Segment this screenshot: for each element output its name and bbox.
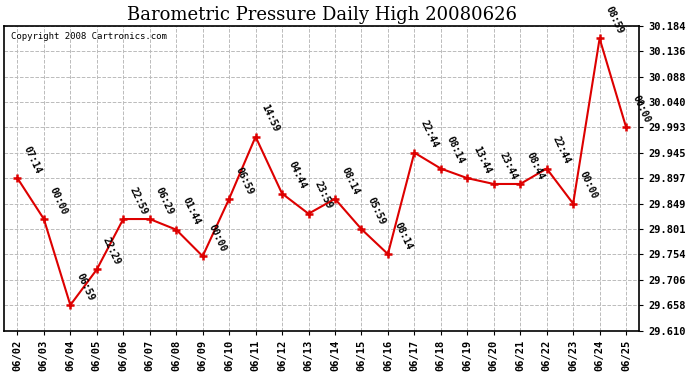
- Text: 08:14: 08:14: [392, 220, 413, 251]
- Text: 14:59: 14:59: [259, 103, 282, 134]
- Text: 07:14: 07:14: [21, 144, 43, 176]
- Text: 05:59: 05:59: [366, 195, 387, 226]
- Text: 23:44: 23:44: [498, 150, 520, 181]
- Text: Copyright 2008 Cartronics.com: Copyright 2008 Cartronics.com: [10, 32, 166, 41]
- Text: 13:44: 13:44: [471, 144, 493, 176]
- Text: 01:44: 01:44: [180, 196, 202, 227]
- Text: 04:44: 04:44: [286, 160, 308, 191]
- Text: 06:59: 06:59: [75, 272, 96, 302]
- Text: 00:00: 00:00: [578, 170, 599, 201]
- Text: 08:59: 08:59: [604, 5, 625, 36]
- Text: 22:59: 22:59: [128, 185, 149, 216]
- Text: 06:59: 06:59: [233, 165, 255, 196]
- Text: 22:29: 22:29: [101, 236, 122, 267]
- Text: 22:44: 22:44: [419, 119, 440, 150]
- Text: 22:44: 22:44: [551, 135, 572, 166]
- Text: 06:29: 06:29: [154, 185, 175, 216]
- Text: 08:14: 08:14: [339, 165, 361, 196]
- Text: 00:00: 00:00: [48, 185, 70, 216]
- Text: 00:00: 00:00: [207, 223, 228, 254]
- Text: 00:00: 00:00: [630, 93, 652, 124]
- Title: Barometric Pressure Daily High 20080626: Barometric Pressure Daily High 20080626: [127, 6, 517, 24]
- Text: 08:14: 08:14: [445, 135, 466, 166]
- Text: 23:59: 23:59: [313, 180, 334, 211]
- Text: 08:44: 08:44: [524, 150, 546, 181]
